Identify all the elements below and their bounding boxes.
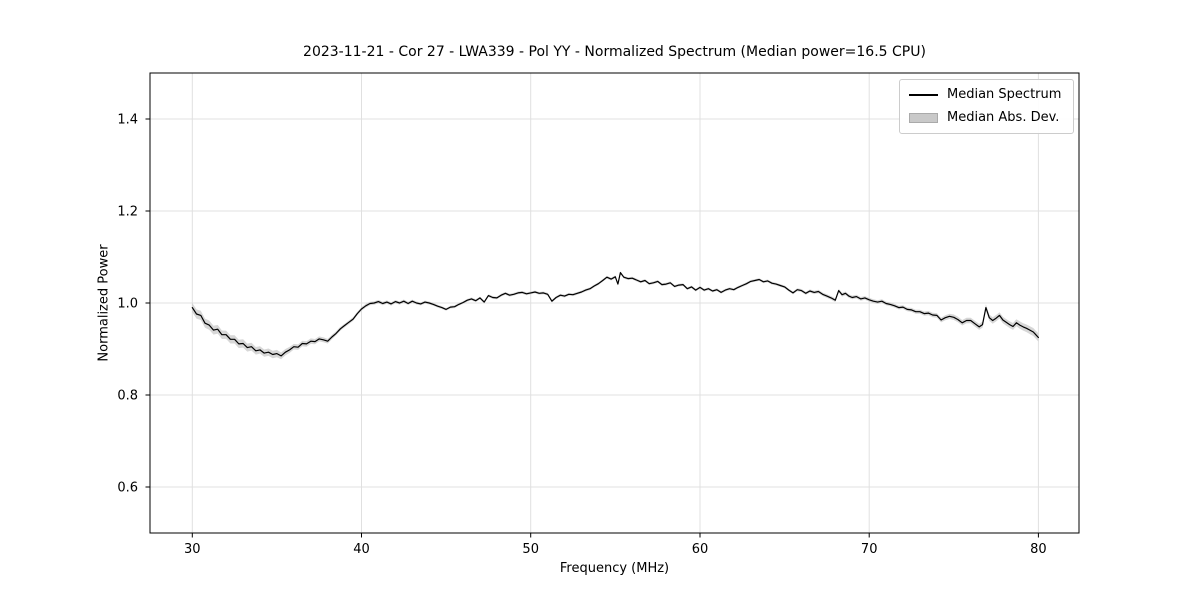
y-tick-labels: 0.6 0.8 1.0 1.2 1.4 (117, 113, 138, 496)
mad-band (192, 271, 1039, 360)
svg-text:0.6: 0.6 (117, 481, 138, 496)
svg-text:1.2: 1.2 (117, 205, 138, 220)
legend-label: Median Abs. Dev. (947, 110, 1060, 125)
median-spectrum-line (191, 272, 1040, 357)
legend-item-median-abs-dev: Median Abs. Dev. (909, 109, 1065, 126)
legend-line-sample (909, 93, 938, 96)
svg-text:1.0: 1.0 (117, 297, 138, 312)
legend-item-median-spectrum: Median Spectrum (909, 86, 1065, 103)
y-axis-label: Normalized Power (96, 244, 112, 362)
legend-label: Median Spectrum (947, 87, 1062, 102)
legend: Median Spectrum Median Abs. Dev. (899, 79, 1074, 134)
svg-text:70: 70 (861, 542, 878, 557)
svg-text:50: 50 (522, 542, 539, 557)
svg-text:30: 30 (184, 542, 201, 557)
svg-text:80: 80 (1030, 542, 1047, 557)
svg-text:0.8: 0.8 (117, 389, 138, 404)
svg-text:1.4: 1.4 (117, 113, 138, 128)
svg-text:40: 40 (353, 542, 370, 557)
axis-tick-marks (145, 118, 1039, 538)
grid-lines (150, 73, 1079, 533)
chart-title: 2023-11-21 - Cor 27 - LWA339 - Pol YY - … (303, 44, 926, 60)
x-tick-labels: 30 40 50 60 70 80 (184, 542, 1047, 557)
svg-text:60: 60 (692, 542, 709, 557)
x-axis-label: Frequency (MHz) (559, 561, 670, 576)
legend-patch-sample (909, 112, 938, 123)
